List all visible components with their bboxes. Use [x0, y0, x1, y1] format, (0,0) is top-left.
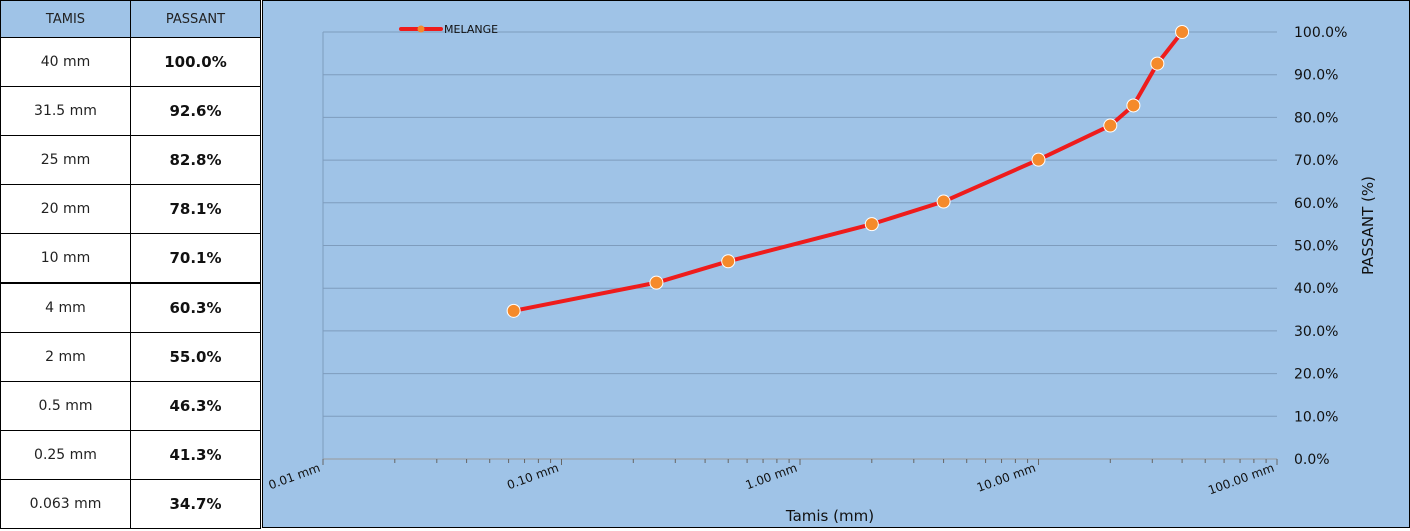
cell-passant: 100.0%	[130, 37, 261, 88]
data-point	[649, 275, 664, 290]
cell-tamis: 4 mm	[0, 282, 131, 333]
chart-svg: 0.0% 10.0% 20.0% 30.0% 40.0% 50.0% 60.0% 70.0% 8…	[267, 23, 1377, 525]
y-tick-label: 100.0%	[1294, 25, 1347, 41]
legend-label: MELANGE	[444, 23, 498, 36]
cell-tamis: 25 mm	[0, 135, 131, 186]
y-tick-label: 40.0%	[1294, 281, 1338, 297]
cell-tamis: 10 mm	[0, 233, 131, 284]
cell-passant: 46.3%	[130, 380, 261, 431]
cell-tamis: 20 mm	[0, 184, 131, 235]
y-axis-title: PASSANT (%)	[1359, 176, 1377, 275]
x-tick-label: 0.01 mm	[267, 461, 322, 493]
granulometry-chart: 0.0% 10.0% 20.0% 30.0% 40.0% 50.0% 60.0% 70.0% 8…	[262, 0, 1410, 528]
data-point	[506, 303, 521, 318]
y-tick-label: 10.0%	[1294, 409, 1338, 425]
y-tick-label: 70.0%	[1294, 153, 1338, 169]
cell-passant: 78.1%	[130, 184, 261, 235]
x-axis-title: Tamis (mm)	[785, 507, 874, 525]
sieve-table: TAMIS PASSANT 40 mm 100.0% 31.5 mm 92.6% 25 …	[0, 0, 262, 529]
table-header-row: TAMIS PASSANT	[0, 0, 262, 38]
data-point	[1031, 152, 1046, 167]
table-row: 0.25 mm 41.3%	[0, 429, 262, 480]
table-row: 2 mm 55.0%	[0, 331, 262, 382]
y-tick-label: 30.0%	[1294, 324, 1338, 340]
cell-tamis: 40 mm	[0, 37, 131, 88]
data-point	[1103, 118, 1118, 133]
y-tick-label: 90.0%	[1294, 68, 1338, 84]
data-point	[1175, 25, 1190, 39]
data-point	[864, 217, 879, 232]
cell-tamis: 2 mm	[0, 331, 131, 382]
x-tick-label: 1.00 mm	[744, 461, 799, 493]
data-point	[936, 194, 951, 209]
cell-tamis: 0.063 mm	[0, 478, 131, 529]
cell-tamis: 0.5 mm	[0, 380, 131, 431]
x-tick-label: 0.10 mm	[505, 461, 560, 493]
y-tick-label: 20.0%	[1294, 367, 1338, 383]
table-row: 0.5 mm 46.3%	[0, 380, 262, 431]
header-passant: PASSANT	[130, 0, 261, 38]
data-point	[1126, 98, 1141, 113]
x-tick-label: 10.00 mm	[975, 461, 1038, 495]
cell-passant: 55.0%	[130, 331, 261, 382]
header-tamis: TAMIS	[0, 0, 131, 38]
cell-passant: 41.3%	[130, 429, 261, 480]
table-row: 25 mm 82.8%	[0, 135, 262, 186]
x-tick-label: 100.00 mm	[1206, 461, 1276, 498]
cell-passant: 70.1%	[130, 233, 261, 284]
table-row: 10 mm 70.1%	[0, 233, 262, 284]
data-point	[1150, 56, 1165, 71]
cell-passant: 82.8%	[130, 135, 261, 186]
cell-passant: 60.3%	[130, 282, 261, 333]
y-tick-label: 80.0%	[1294, 110, 1338, 126]
cell-tamis: 31.5 mm	[0, 86, 131, 137]
data-point	[721, 254, 736, 269]
legend-marker	[417, 25, 425, 33]
y-tick-label: 50.0%	[1294, 239, 1338, 255]
y-tick-label: 0.0%	[1294, 452, 1330, 468]
y-tick-label: 60.0%	[1294, 196, 1338, 212]
table-row: 0.063 mm 34.7%	[0, 478, 262, 529]
cell-passant: 34.7%	[130, 478, 261, 529]
table-row: 4 mm 60.3%	[0, 282, 262, 333]
table-row: 40 mm 100.0%	[0, 37, 262, 88]
cell-passant: 92.6%	[130, 86, 261, 137]
table-row: 31.5 mm 92.6%	[0, 86, 262, 137]
cell-tamis: 0.25 mm	[0, 429, 131, 480]
series-line	[511, 30, 1185, 313]
table-row: 20 mm 78.1%	[0, 184, 262, 235]
